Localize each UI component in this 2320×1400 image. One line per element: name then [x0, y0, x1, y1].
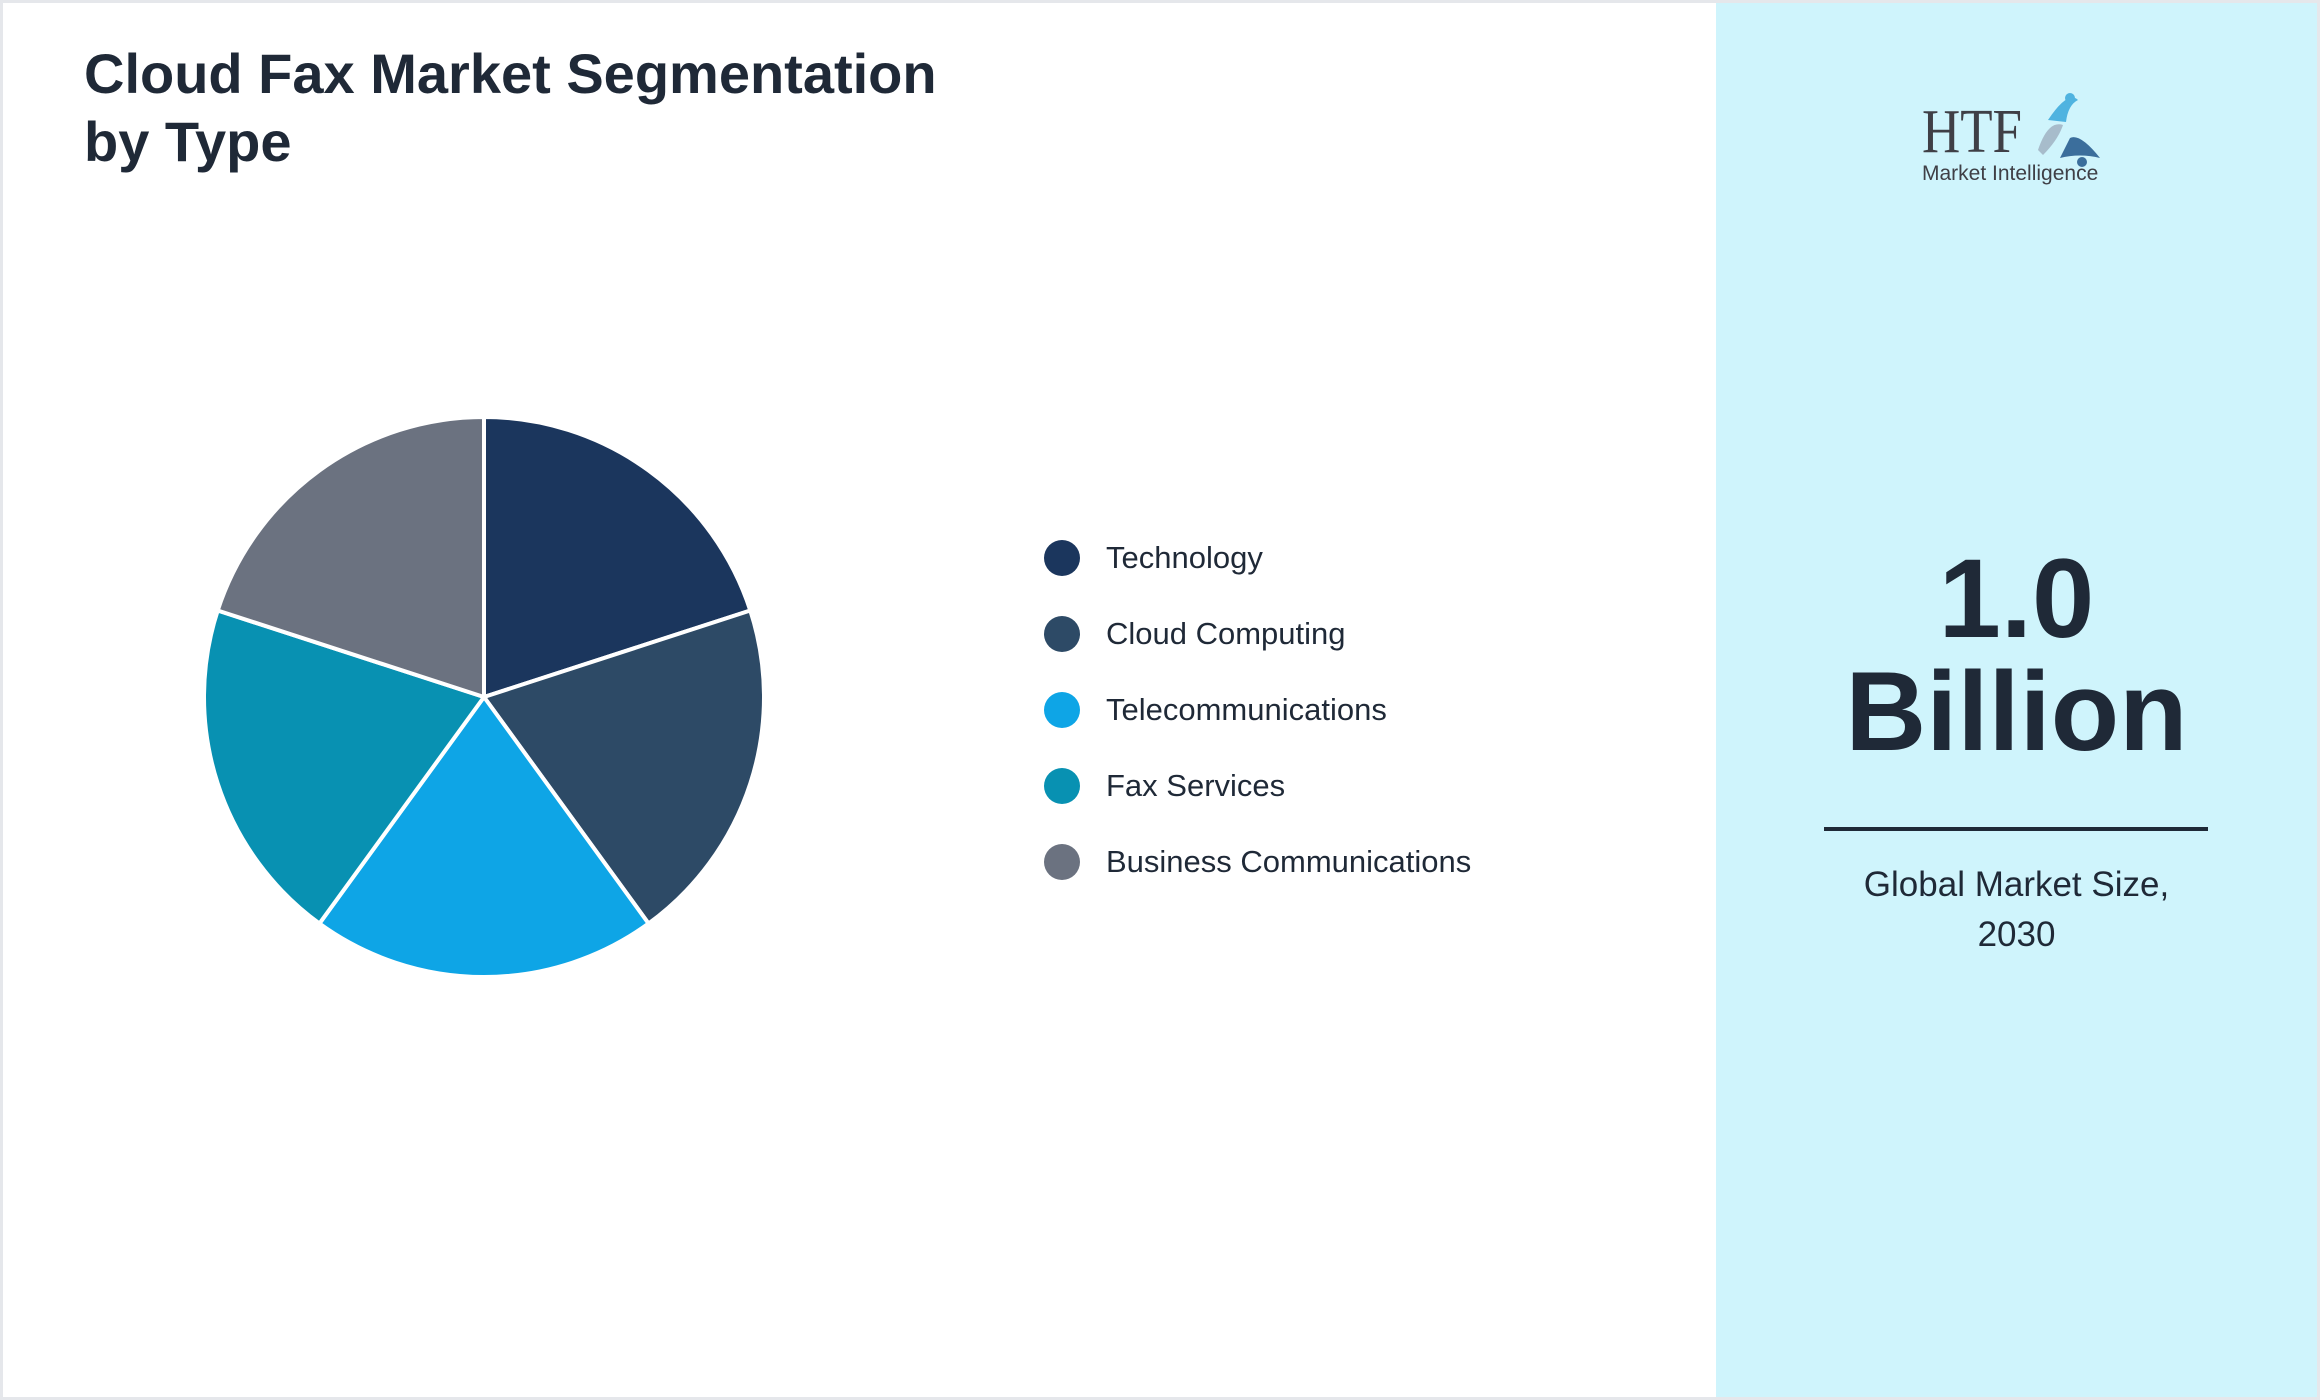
divider: [1824, 827, 2208, 831]
legend-swatch: [1044, 844, 1080, 880]
stat-panel: [1716, 3, 2317, 1397]
market-size-caption: Global Market Size, 2030: [1716, 860, 2317, 960]
pie-slice-business-communications: [215, 414, 486, 700]
pie-slice-technology: [482, 414, 753, 700]
legend-swatch: [1044, 692, 1080, 728]
chart-title: Cloud Fax Market Segmentation by Type: [84, 40, 937, 176]
htf-logo: HTF Market Intelligence: [1922, 93, 2100, 185]
title-line-2: by Type: [84, 110, 292, 173]
logo-subtext: Market Intelligence: [1922, 162, 2098, 185]
caption-line-1: Global Market Size,: [1863, 865, 2170, 904]
legend-label: Fax Services: [1106, 768, 1286, 803]
legend-item: Technology: [1044, 520, 1471, 596]
legend: Technology Cloud Computing Telecommunica…: [1044, 520, 1471, 900]
legend-item: Telecommunications: [1044, 672, 1471, 748]
caption-line-2: 2030: [1977, 915, 2056, 954]
legend-label: Telecommunications: [1106, 692, 1387, 727]
legend-label: Business Communications: [1106, 844, 1472, 879]
title-line-1: Cloud Fax Market Segmentation: [84, 42, 937, 105]
pie-chart: [202, 414, 766, 979]
legend-swatch: [1044, 768, 1080, 804]
legend-item: Fax Services: [1044, 748, 1471, 824]
legend-item: Cloud Computing: [1044, 596, 1471, 672]
pie-slice-cloud-computing: [480, 607, 766, 927]
svg-text:HTF: HTF: [1922, 98, 2022, 166]
legend-label: Cloud Computing: [1106, 616, 1346, 651]
market-size-value: 1.0: [1938, 536, 2095, 661]
legend-item: Business Communications: [1044, 824, 1471, 900]
legend-label: Technology: [1106, 540, 1263, 575]
pie-slice-telecommunications: [316, 693, 652, 979]
pie-slice-fax-services: [202, 607, 488, 927]
legend-swatch: [1044, 616, 1080, 652]
market-size-unit: Billion: [1845, 649, 2188, 774]
legend-swatch: [1044, 540, 1080, 576]
